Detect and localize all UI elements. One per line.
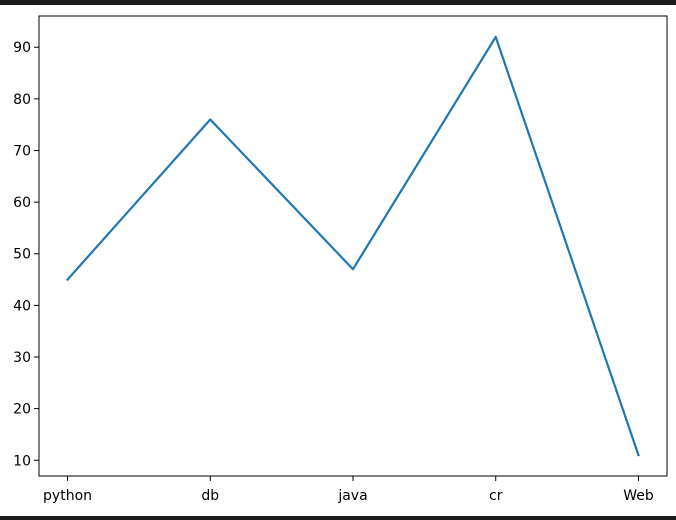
plot-area: 10 20 30 40 50 60 70 80 90 python db java cr Web (13, 15, 668, 504)
y-tick-label-40: 40 (13, 298, 31, 314)
y-tick-label-70: 70 (13, 143, 31, 159)
y-tick-label-60: 60 (13, 195, 31, 211)
window-bottom-border (0, 516, 676, 520)
x-tick-label-db: db (201, 488, 219, 504)
series-line-0 (65, 35, 640, 457)
y-tick-label-30: 30 (13, 350, 31, 366)
x-tick-label-python: python (43, 488, 92, 504)
y-tick-label-10: 10 (13, 453, 31, 469)
y-tick-label-90: 90 (13, 40, 31, 56)
figure-background (0, 5, 676, 516)
window-top-border (0, 0, 676, 5)
x-tick-label-Web: Web (623, 488, 654, 504)
y-tick-label-50: 50 (13, 247, 31, 263)
y-tick-label-20: 20 (13, 402, 31, 418)
x-tick-label-java: java (337, 488, 367, 504)
y-tick-label-80: 80 (13, 92, 31, 108)
x-tick-label-cr: cr (489, 488, 503, 504)
